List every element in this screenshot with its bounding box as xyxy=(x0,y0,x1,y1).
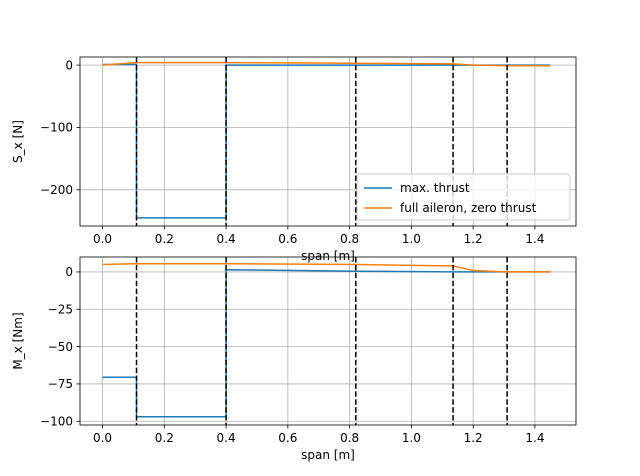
y-axis-label: S_x [N] xyxy=(11,120,25,163)
series-line-2 xyxy=(102,61,551,67)
axes-frame xyxy=(79,56,577,227)
x-tick-label: 0.0 xyxy=(93,232,112,246)
x-tick-label: 0.8 xyxy=(340,232,359,246)
y-tick-label: 0 xyxy=(65,265,73,279)
plot-area xyxy=(102,257,551,425)
x-tick-label: 0.6 xyxy=(278,232,297,246)
x-tick-label: 0.4 xyxy=(217,431,236,445)
x-tick-label: 0.2 xyxy=(155,232,174,246)
y-tick-label: −100 xyxy=(40,414,73,428)
x-axis-label: span [m] xyxy=(301,249,355,263)
plot-area xyxy=(102,57,551,226)
y-axis-label: M_x [Nm] xyxy=(11,312,25,369)
y-tick-label: −200 xyxy=(40,183,73,197)
legend-label-1: max. thrust xyxy=(400,181,470,195)
series-line-2 xyxy=(102,262,551,273)
legend-box xyxy=(356,173,571,221)
x-tick-label: 1.2 xyxy=(464,431,483,445)
x-axis-label: span [m] xyxy=(301,448,355,462)
subplot-1: 0.0 0.2 0.4 0.6 0.8 1.0 1.2 1.4 0 −100 −200 span [m… xyxy=(11,56,577,263)
y-tick-label: −50 xyxy=(48,340,73,354)
x-tick-label: 0.0 xyxy=(93,431,112,445)
legend-label-2: full aileron, zero thrust xyxy=(400,201,537,215)
y-tick-label: −100 xyxy=(40,121,73,135)
y-tick-label: −75 xyxy=(48,377,73,391)
x-tick-label: 1.4 xyxy=(525,431,544,445)
x-tick-label: 0.2 xyxy=(155,431,174,445)
subplot-2: 0.0 0.2 0.4 0.6 0.8 1.0 1.2 1.4 0 −25 −50 −75 −100 sp… xyxy=(11,256,577,462)
x-tick-label: 1.4 xyxy=(525,232,544,246)
legend: max. thrust full aileron, zero thrust xyxy=(356,173,571,221)
x-tick-label: 1.0 xyxy=(402,232,421,246)
x-tick-label: 0.6 xyxy=(278,431,297,445)
x-tick-label: 0.8 xyxy=(340,431,359,445)
y-tick-label: −25 xyxy=(48,302,73,316)
axes-frame xyxy=(79,256,577,426)
x-tick-label: 1.2 xyxy=(464,232,483,246)
x-tick-label: 0.4 xyxy=(217,232,236,246)
series-line-1 xyxy=(102,268,551,418)
x-tick-label: 1.0 xyxy=(402,431,421,445)
y-tick-label: 0 xyxy=(65,58,73,72)
